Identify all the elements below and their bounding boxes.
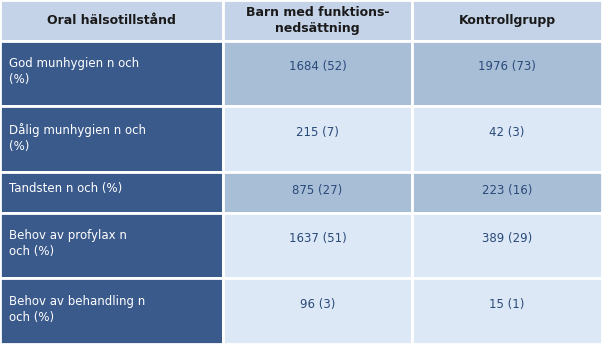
Text: 223 (16): 223 (16) (482, 184, 532, 197)
Text: Kontrollgrupp: Kontrollgrupp (459, 14, 556, 27)
FancyBboxPatch shape (412, 41, 602, 106)
Text: 42 (3): 42 (3) (489, 126, 525, 139)
Text: 389 (29): 389 (29) (482, 233, 532, 246)
FancyBboxPatch shape (412, 213, 602, 278)
FancyBboxPatch shape (223, 278, 412, 344)
Text: God munhygien n och
(%): God munhygien n och (%) (9, 57, 139, 86)
Text: Behov av profylax n
och (%): Behov av profylax n och (%) (9, 229, 127, 258)
FancyBboxPatch shape (223, 106, 412, 172)
FancyBboxPatch shape (412, 278, 602, 344)
FancyBboxPatch shape (0, 0, 223, 41)
FancyBboxPatch shape (223, 41, 412, 106)
Text: 96 (3): 96 (3) (300, 298, 335, 311)
Text: Barn med funktions-
nedsättning: Barn med funktions- nedsättning (246, 6, 389, 35)
FancyBboxPatch shape (0, 278, 223, 344)
FancyBboxPatch shape (412, 172, 602, 213)
Text: 15 (1): 15 (1) (489, 298, 525, 311)
Text: 875 (27): 875 (27) (293, 184, 343, 197)
Text: 215 (7): 215 (7) (296, 126, 339, 139)
Text: Oral hälsotillstånd: Oral hälsotillstånd (47, 14, 176, 27)
Text: 1637 (51): 1637 (51) (289, 233, 346, 246)
FancyBboxPatch shape (223, 172, 412, 213)
FancyBboxPatch shape (412, 106, 602, 172)
Text: Tandsten n och (%): Tandsten n och (%) (9, 182, 122, 195)
Text: 1976 (73): 1976 (73) (478, 61, 536, 74)
FancyBboxPatch shape (412, 0, 602, 41)
Text: Dålig munhygien n och
(%): Dålig munhygien n och (%) (9, 123, 146, 153)
FancyBboxPatch shape (223, 0, 412, 41)
Text: 1684 (52): 1684 (52) (289, 61, 346, 74)
Text: Behov av behandling n
och (%): Behov av behandling n och (%) (9, 295, 145, 324)
FancyBboxPatch shape (0, 172, 223, 213)
FancyBboxPatch shape (223, 213, 412, 278)
FancyBboxPatch shape (0, 41, 223, 106)
FancyBboxPatch shape (0, 213, 223, 278)
FancyBboxPatch shape (0, 106, 223, 172)
